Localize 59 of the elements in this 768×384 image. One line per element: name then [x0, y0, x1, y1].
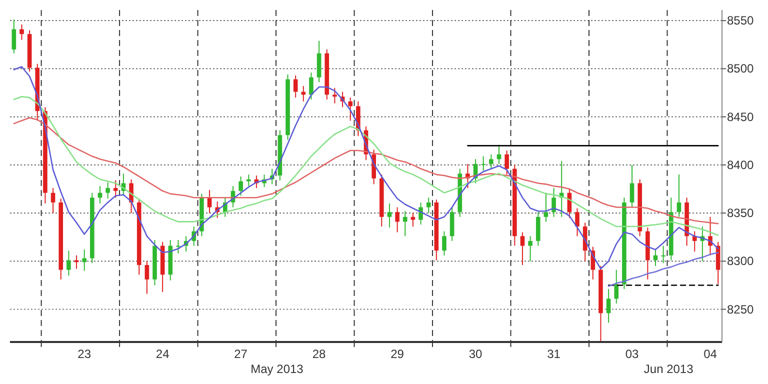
- candlestick: [426, 197, 431, 214]
- line-series: [13, 96, 719, 236]
- candlestick: [418, 202, 423, 226]
- y-tick-label: 8550: [727, 14, 754, 28]
- candlestick: [692, 230, 697, 252]
- candlestick: [82, 249, 86, 272]
- x-tick-label: 30: [468, 347, 483, 361]
- y-tick-label: 8500: [727, 62, 754, 76]
- candlestick: [50, 188, 56, 214]
- candlestick: [630, 164, 634, 208]
- candlestick: [20, 24, 24, 40]
- y-tick-label: 8400: [727, 158, 754, 172]
- candlestick: [293, 74, 298, 98]
- y-tick-label: 8450: [727, 110, 754, 124]
- candlestick: [544, 192, 548, 222]
- y-tick-label: 8250: [727, 302, 754, 316]
- candlestick: [246, 174, 251, 187]
- candlestick: [144, 260, 150, 294]
- y-tick-label: 8350: [727, 206, 754, 220]
- candlestick: [387, 202, 392, 228]
- candlestick: [332, 87, 337, 104]
- x-tick-label: 27: [234, 347, 248, 361]
- x-tick-label: 03: [625, 347, 640, 361]
- candlestick: [238, 176, 243, 196]
- candlestick: [575, 208, 580, 237]
- candlestick: [481, 156, 486, 172]
- candlestick: [520, 232, 525, 266]
- candlestick: [66, 250, 71, 276]
- candlestick: [708, 216, 712, 256]
- x-tick-label: 29: [390, 347, 404, 361]
- candlestick: [395, 206, 400, 233]
- candlestick: [410, 212, 416, 228]
- x-tick-label: 31: [547, 347, 561, 361]
- candlestick: [12, 19, 16, 54]
- text: May 2013: [250, 362, 304, 376]
- candlestick: [606, 288, 611, 324]
- candlestick: [661, 245, 666, 264]
- x-tick-label: 23: [78, 347, 92, 361]
- candlestick: [552, 188, 556, 218]
- x-tick-label: 24: [156, 347, 170, 361]
- line-series: [13, 66, 719, 270]
- candlestick: [348, 97, 353, 122]
- candlestick: [489, 154, 494, 170]
- candlestick: [528, 236, 532, 262]
- candlestick: [176, 239, 180, 254]
- candlestick: [309, 72, 314, 100]
- candlestick: [106, 182, 110, 200]
- candlestick: [113, 180, 118, 198]
- candlestick: [74, 254, 79, 270]
- candlestick: [402, 210, 408, 237]
- candlestick: [442, 230, 446, 256]
- candlestick: [676, 174, 682, 218]
- candlestick: [504, 150, 509, 176]
- text: Jun 2013: [644, 362, 694, 376]
- x-tick-label: 04: [704, 347, 718, 361]
- y-tick-label: 8300: [727, 254, 754, 268]
- line-series: [13, 117, 719, 224]
- candlestick: [614, 269, 619, 304]
- x-tick-label: 28: [312, 347, 326, 361]
